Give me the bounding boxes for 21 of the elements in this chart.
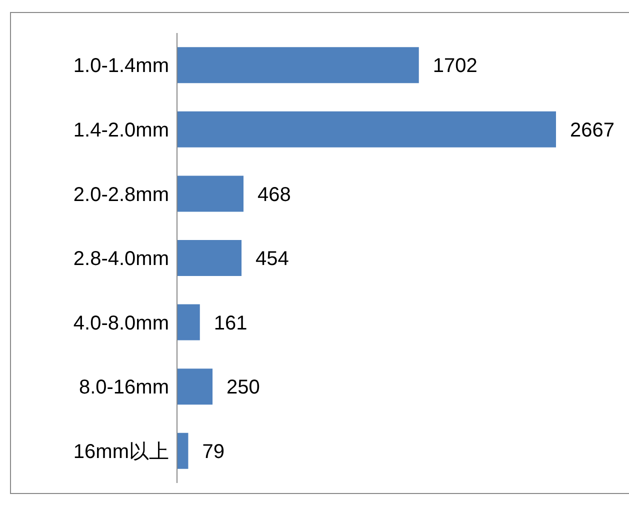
y-tick-label: 2.0-2.8mm [73, 184, 169, 206]
data-label: 468 [258, 184, 291, 206]
data-label: 161 [214, 312, 248, 334]
y-tick-label: 1.4-2.0mm [73, 120, 169, 142]
bar [177, 304, 200, 340]
bar [177, 176, 244, 212]
y-tick-label: 4.0-8.0mm [73, 312, 169, 334]
data-label: 2667 [570, 120, 614, 142]
data-label: 79 [202, 440, 224, 463]
data-label: 1702 [432, 55, 478, 78]
y-tick-label: 8.0-16mm [78, 376, 169, 399]
bar [177, 240, 242, 276]
data-label: 250 [226, 376, 260, 399]
y-tick-label: 16mm以上 [73, 440, 169, 463]
data-label: 454 [256, 248, 289, 270]
y-tick-label: 1.0-1.4mm [73, 55, 169, 78]
bar [177, 432, 188, 469]
bar [177, 368, 213, 405]
bar [177, 47, 419, 84]
bar [177, 111, 556, 148]
y-tick-label: 2.8-4.0mm [73, 248, 169, 270]
